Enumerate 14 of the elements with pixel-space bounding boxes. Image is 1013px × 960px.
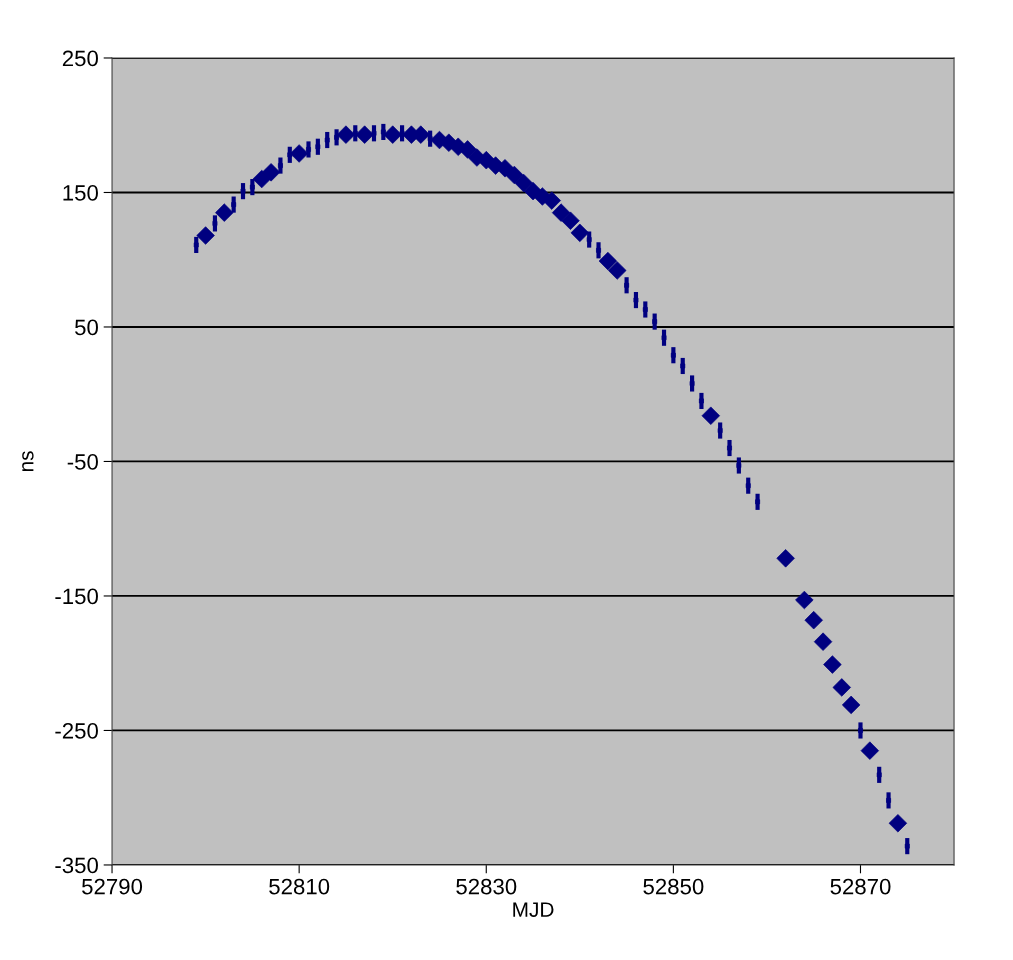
x-tick-label: 52830 xyxy=(456,878,517,895)
y-tick-label: -350 xyxy=(55,857,98,874)
y-tick-label: -250 xyxy=(55,723,98,739)
x-tick-label: 52810 xyxy=(269,878,330,895)
y-tick-label: 150 xyxy=(63,185,98,201)
y-tick-label: 250 xyxy=(62,50,98,67)
y-tick-label: 50 xyxy=(75,319,98,336)
y-tick-label: -150 xyxy=(55,588,98,605)
x-axis-title: MJD xyxy=(513,902,554,917)
x-tick-label: 52870 xyxy=(830,878,891,895)
y-tick-label: -50 xyxy=(67,454,98,470)
x-tick-label: 52850 xyxy=(643,878,704,895)
y-axis-title: ns xyxy=(22,451,34,472)
x-tick-label: 52790 xyxy=(82,878,143,895)
